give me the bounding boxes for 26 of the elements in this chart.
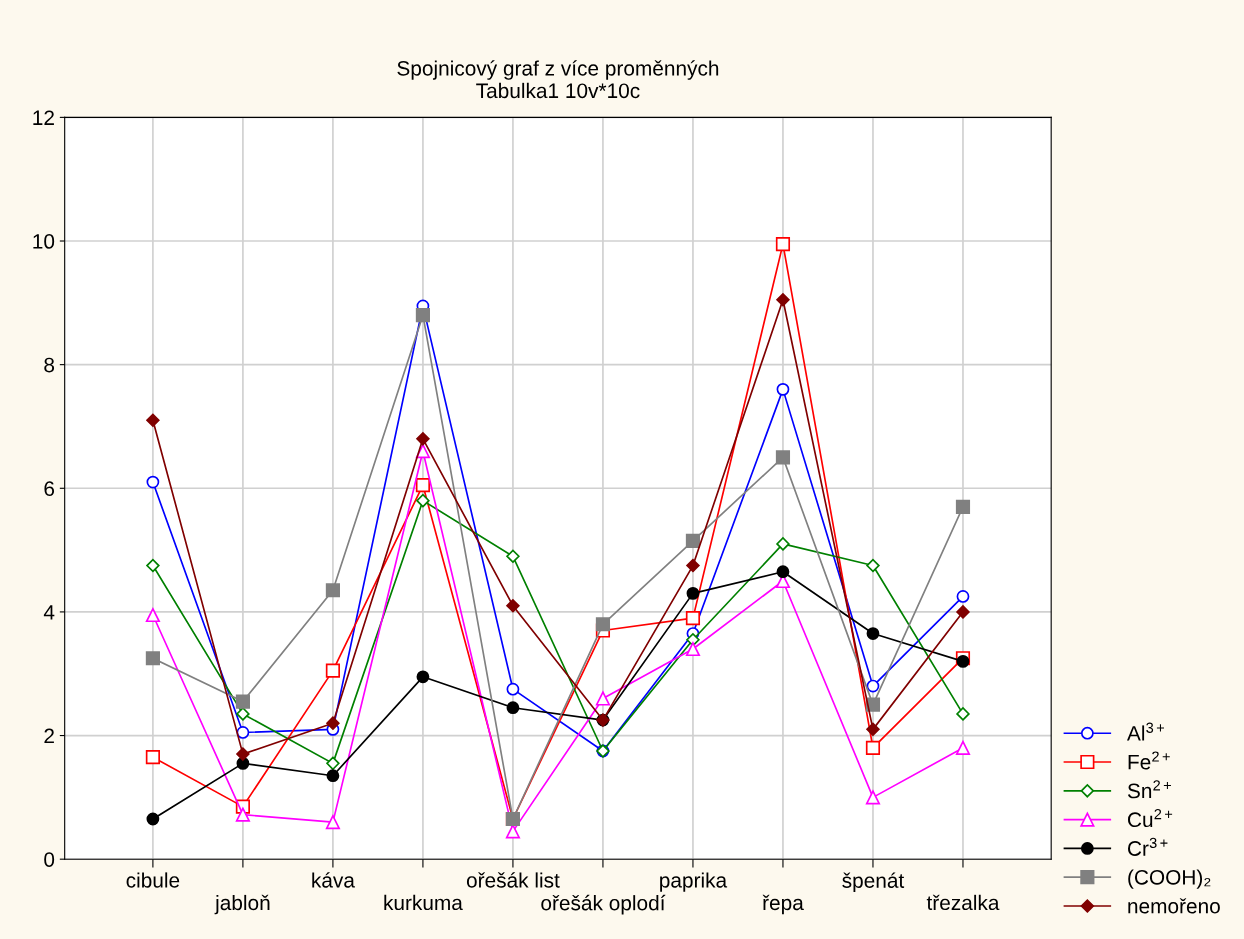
legend-label: Cr$^{3+}$ xyxy=(1128,837,1168,856)
legend-label: Fe$^{2+}$ xyxy=(1128,751,1170,770)
y-tick-label: 4 xyxy=(43,605,55,620)
x-tick-label: ořešák list xyxy=(466,872,560,888)
legend-label: nemořeno xyxy=(1128,898,1220,914)
x-tick-label: špenát xyxy=(842,872,905,893)
y-tick-label: 2 xyxy=(44,728,54,744)
x-tick-label: kurkuma xyxy=(384,894,463,911)
y-tick-label: 10 xyxy=(33,234,55,249)
x-tick-label: třezalka xyxy=(926,894,1000,911)
y-tick-label: 8 xyxy=(44,357,55,373)
y-tick-label: 0 xyxy=(44,852,55,867)
x-tick-label: paprika xyxy=(660,872,728,892)
y-tick-label: 12 xyxy=(33,110,54,125)
x-tick-label: ořešák oplodí xyxy=(541,894,666,915)
legend-label: Sn$^{2+}$ xyxy=(1127,780,1171,799)
legend-label: (COOH)₂ xyxy=(1128,869,1211,889)
x-tick-label: cibule xyxy=(126,872,180,888)
x-tick-label: jabloň xyxy=(214,894,270,915)
legend-label: Cu$^{2+}$ xyxy=(1128,808,1173,828)
y-tick-label: 6 xyxy=(44,481,55,497)
chart-subtitle: Tabulka1 10v*10c xyxy=(476,82,640,99)
x-tick-label: káva xyxy=(312,872,355,888)
legend-label: Al$^{3+}$ xyxy=(1126,722,1164,741)
chart-title: Spojnicový graf z více proměnných xyxy=(397,60,719,80)
x-tick-label: řepa xyxy=(762,894,804,915)
